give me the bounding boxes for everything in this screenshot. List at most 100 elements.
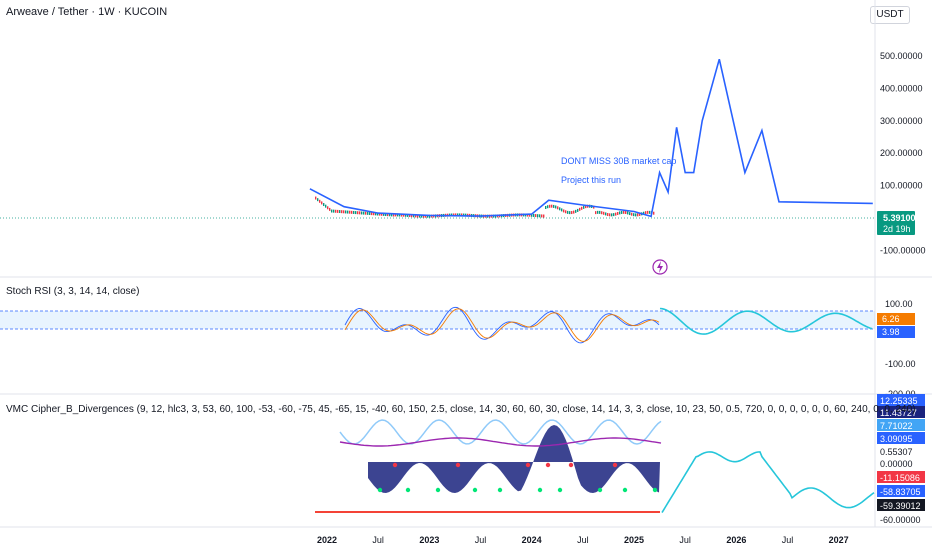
candle	[549, 204, 551, 208]
price-tick-label: 400.00000	[880, 83, 923, 93]
rsi-title[interactable]: Stoch RSI (3, 3, 14, 14, close)	[6, 286, 140, 297]
cipher-wave-fill	[368, 425, 660, 493]
candle	[567, 210, 569, 214]
symbol-title[interactable]: Arweave / Tether · 1W · KUCOIN	[6, 6, 168, 18]
candle	[405, 213, 407, 217]
cipher-value-label: 0.55307	[880, 447, 913, 457]
candle	[345, 210, 347, 214]
candle	[355, 211, 357, 215]
candle	[321, 201, 323, 205]
candle	[649, 210, 651, 214]
countdown-label: 2d 19h	[883, 224, 911, 234]
candle	[341, 210, 343, 214]
candle	[529, 213, 531, 217]
candle	[629, 212, 631, 216]
candle	[413, 214, 415, 218]
cipher-buy-dot	[537, 487, 543, 493]
cipher-mfi-line	[339, 437, 662, 447]
candle	[415, 214, 417, 218]
price-tick-label: 300.00000	[880, 116, 923, 126]
candle	[393, 213, 395, 217]
candle	[615, 212, 617, 216]
candle	[407, 213, 409, 217]
cipher-value-badge	[877, 419, 925, 431]
candle	[653, 211, 655, 215]
price-axis: 500.00000 400.00000 300.00000 200.00000 100.…	[880, 51, 926, 255]
candle	[555, 205, 557, 209]
candle	[335, 209, 337, 213]
candle	[333, 209, 335, 213]
candle	[643, 211, 645, 215]
candle	[551, 204, 553, 208]
cipher-sell-dot	[455, 462, 461, 468]
candle	[347, 210, 349, 214]
annotation-line1: DONT MISS 30B market cap	[561, 156, 676, 166]
candle	[531, 213, 533, 217]
cipher-value-badge	[877, 471, 925, 483]
candle	[389, 213, 391, 217]
cipher-title[interactable]: VMC Cipher_B_Divergences (9, 12, hlc3, 3…	[6, 404, 916, 415]
candle	[647, 210, 649, 214]
candle	[537, 214, 539, 218]
candle	[577, 208, 579, 212]
candle	[637, 213, 639, 217]
candle	[359, 211, 361, 215]
time-tick-label: Jul	[679, 535, 691, 545]
candle	[543, 214, 545, 218]
currency-button[interactable]: USDT	[870, 6, 910, 24]
cipher-value-label: -59.39012	[880, 501, 921, 511]
cipher-sell-dot	[545, 462, 551, 468]
last-price-label: 5.39100	[883, 213, 916, 223]
candle	[367, 211, 369, 215]
candle	[609, 213, 611, 217]
candle	[319, 199, 321, 203]
candle	[421, 214, 423, 218]
candle	[613, 213, 615, 217]
cipher-value-label: 7.71022	[880, 421, 913, 431]
price-tick-label: -100.00000	[880, 245, 926, 255]
candle	[553, 204, 555, 208]
lightning-icon[interactable]	[652, 259, 668, 275]
cipher-value-badge	[877, 432, 925, 444]
candle	[569, 211, 571, 215]
candle	[357, 211, 359, 215]
candle	[371, 212, 373, 216]
candle	[379, 212, 381, 216]
candle	[373, 212, 375, 216]
cipher-buy-dot	[557, 487, 563, 493]
time-tick-label: 2022	[317, 535, 337, 545]
candle	[423, 214, 425, 218]
candle	[581, 206, 583, 210]
rsi-tick-label: -100.00	[885, 359, 916, 369]
price-tick-label: 500.00000	[880, 51, 923, 61]
time-axis: 2022 Jul 2023 Jul 2024 Jul 2025 Jul 2026 Jul 2027	[317, 535, 849, 545]
cipher-value-label: 0.00000	[880, 459, 913, 469]
annotation-line2: Project this run	[561, 175, 621, 185]
candle	[349, 210, 351, 214]
cipher-sell-dot	[568, 462, 574, 468]
cipher-area	[339, 419, 662, 493]
rsi-projection-line	[659, 307, 873, 335]
candle	[603, 211, 605, 215]
candle	[571, 211, 573, 215]
cipher-buy-dot	[597, 487, 603, 493]
candle	[387, 213, 389, 217]
cipher-value-badge	[877, 394, 925, 406]
candle	[623, 210, 625, 214]
candle	[535, 214, 537, 218]
rsi-band	[0, 311, 875, 329]
cipher-projection-line	[661, 451, 875, 514]
candle	[545, 205, 547, 209]
candle	[383, 212, 385, 216]
cipher-value-badge	[877, 485, 925, 497]
candle	[369, 211, 371, 215]
candle	[463, 213, 465, 217]
candle	[365, 211, 367, 215]
candle	[565, 210, 567, 214]
cipher-value-label: 3.09095	[880, 434, 913, 444]
candle	[573, 210, 575, 214]
time-tick-label: Jul	[577, 535, 589, 545]
projection-line[interactable]	[309, 58, 873, 218]
